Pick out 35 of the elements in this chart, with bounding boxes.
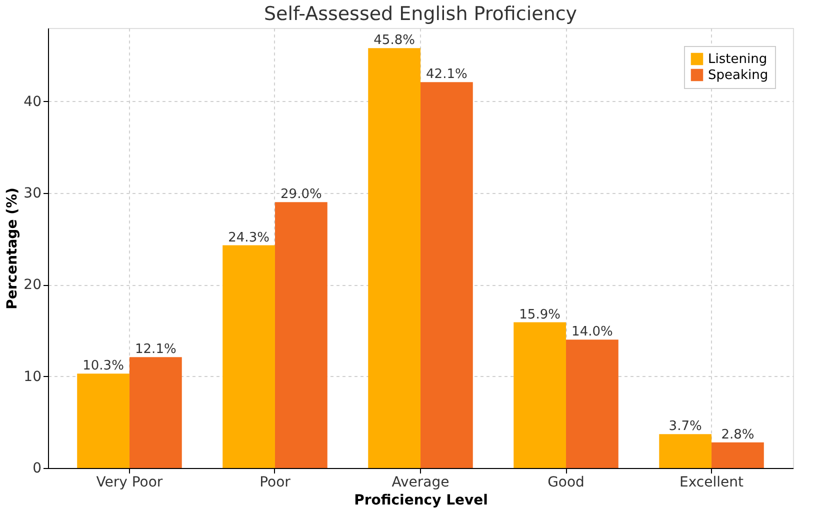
- x-tick-label: Good: [548, 474, 584, 490]
- y-tick-label: 10: [24, 368, 42, 385]
- data-label: 24.3%: [228, 230, 270, 246]
- x-tick-label: Very Poor: [96, 474, 163, 490]
- y-tick-label: 20: [24, 277, 42, 294]
- bar: [274, 202, 328, 468]
- y-tick-label: 0: [32, 460, 42, 476]
- chart-title: Self-Assessed English Proficiency: [264, 3, 578, 25]
- data-label: 45.8%: [374, 33, 415, 48]
- bar: [514, 322, 566, 468]
- x-tick-label: Average: [392, 474, 450, 490]
- data-label: 14.0%: [572, 324, 613, 340]
- bar: [659, 434, 712, 468]
- legend-label: Speaking: [708, 68, 768, 83]
- data-label: 12.1%: [135, 342, 176, 358]
- x-tick-label: Excellent: [680, 474, 744, 490]
- y-tick-label: 30: [24, 186, 42, 202]
- bar: [222, 245, 275, 468]
- data-label: 3.7%: [668, 419, 702, 434]
- x-axis-title: Proficiency Level: [354, 492, 488, 508]
- data-label: 42.1%: [426, 67, 468, 82]
- data-label: 15.9%: [519, 307, 560, 322]
- bar: [566, 340, 618, 468]
- x-tick-label: Poor: [260, 474, 291, 490]
- bar: [77, 374, 130, 468]
- data-label: 29.0%: [280, 187, 322, 202]
- data-label: 10.3%: [82, 358, 124, 374]
- bar: [129, 357, 182, 468]
- legend-label: Listening: [708, 52, 768, 67]
- bar: [420, 82, 473, 468]
- bar: [368, 48, 420, 468]
- bar: [712, 442, 764, 468]
- data-label: 2.8%: [721, 427, 754, 442]
- y-axis-title: Percentage (%): [4, 188, 21, 310]
- y-tick-label: 40: [24, 94, 42, 110]
